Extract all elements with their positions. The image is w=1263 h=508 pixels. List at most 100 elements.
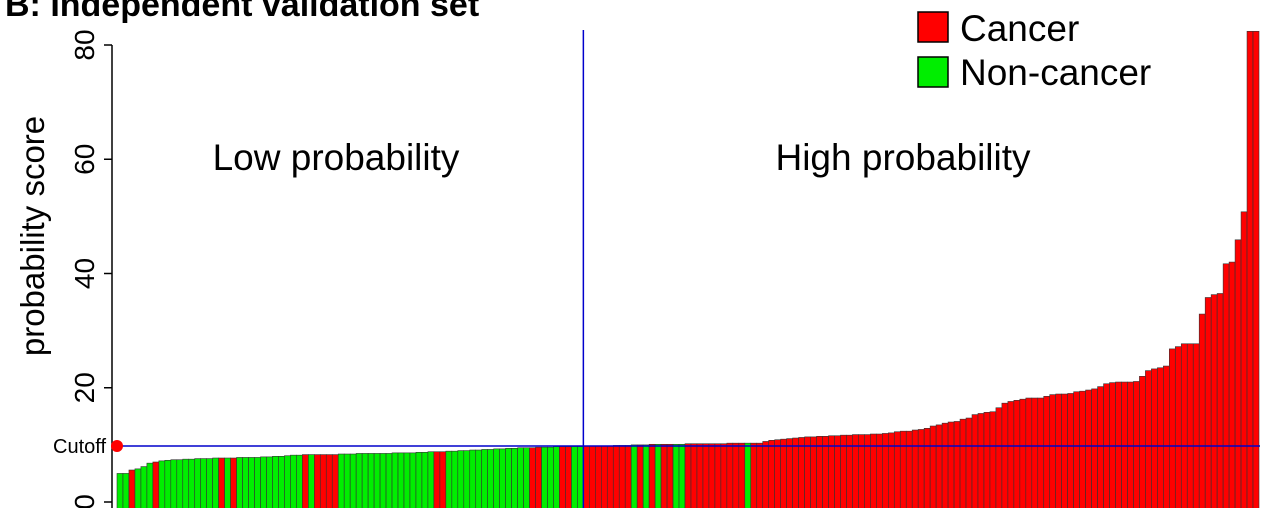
- bar-cancer: [1037, 397, 1045, 508]
- bar-cancer: [1180, 343, 1188, 508]
- bar-cancer: [1031, 397, 1039, 508]
- bar-non-cancer: [367, 453, 375, 508]
- y-tick-label: 60: [69, 144, 100, 175]
- bar-non-cancer: [409, 452, 417, 508]
- bar-cancer: [565, 446, 572, 508]
- bar-non-cancer: [403, 452, 411, 508]
- region-label-high: High probability: [775, 137, 1031, 178]
- bar-non-cancer: [451, 450, 459, 508]
- bar-cancer: [595, 445, 602, 508]
- bar-cancer: [822, 436, 829, 508]
- bar-cancer: [893, 431, 901, 508]
- bar-cancer: [583, 445, 590, 508]
- bar-cancer: [612, 445, 620, 508]
- bar-cancer: [959, 418, 967, 508]
- bar-cancer: [1169, 348, 1176, 508]
- bar-non-cancer: [541, 446, 548, 508]
- bar-cancer: [899, 430, 907, 508]
- bar-cancer: [923, 428, 931, 508]
- legend-label-non-cancer: Non-cancer: [960, 52, 1151, 93]
- bar-non-cancer: [744, 442, 752, 508]
- bar-cancer: [1007, 401, 1015, 508]
- bar-cancer: [314, 454, 321, 508]
- bar-non-cancer: [475, 449, 483, 508]
- bar-cancer: [1049, 394, 1057, 508]
- bar-cancer: [876, 433, 883, 508]
- bar-cancer: [606, 445, 614, 508]
- bar-cancer: [780, 438, 787, 508]
- bar-cancer: [439, 451, 447, 508]
- bar-cancer: [666, 443, 674, 508]
- y-axis-label: probability score: [14, 116, 51, 356]
- bar-non-cancer: [158, 460, 166, 508]
- bar-non-cancer: [469, 449, 477, 508]
- bar-cancer: [1139, 376, 1146, 508]
- bar-non-cancer: [122, 473, 130, 508]
- y-tick-label: 40: [69, 258, 100, 289]
- bar-cancer: [816, 436, 823, 508]
- bar-cancer: [1222, 263, 1230, 508]
- bar-cancer: [230, 457, 237, 508]
- bar-cancer: [1073, 391, 1080, 508]
- bar-non-cancer: [463, 450, 471, 508]
- bar-cancer: [947, 421, 955, 508]
- bar-non-cancer: [194, 458, 202, 508]
- bar-cancer: [953, 421, 961, 508]
- bar-cancer: [720, 443, 728, 508]
- bar-cancer: [331, 454, 339, 508]
- bar-non-cancer: [379, 453, 387, 508]
- bar-cancer: [714, 443, 722, 508]
- bar-non-cancer: [397, 452, 405, 508]
- y-tick-label: 80: [69, 29, 100, 60]
- bar-non-cancer: [361, 453, 369, 508]
- bar-cancer: [762, 441, 770, 508]
- bar-cancer: [1043, 396, 1051, 508]
- bar-cancer: [1228, 261, 1236, 508]
- bar-cancer: [1097, 386, 1104, 508]
- bar-non-cancer: [134, 468, 142, 508]
- y-axis: 0 20 40 60 80: [69, 29, 113, 508]
- bar-non-cancer: [164, 459, 172, 508]
- bar-non-cancer: [206, 458, 213, 508]
- bar-cancer: [870, 433, 877, 508]
- bar-cancer: [325, 454, 333, 508]
- bar-non-cancer: [236, 457, 243, 508]
- bar-cancer: [1157, 367, 1164, 508]
- bar-non-cancer: [391, 452, 399, 508]
- bar-cancer: [1151, 368, 1158, 508]
- bar-cancer: [1252, 30, 1260, 508]
- bar-non-cancer: [296, 454, 303, 508]
- bar-non-cancer: [457, 450, 465, 508]
- bar-cancer: [732, 442, 740, 508]
- bar-cancer: [917, 429, 925, 508]
- cutoff-label: Cutoff: [53, 436, 106, 458]
- bar-cancer: [218, 457, 225, 508]
- bar-cancer: [1246, 30, 1254, 508]
- bar-cancer: [660, 443, 668, 508]
- bar-non-cancer: [242, 457, 249, 508]
- bar-cancer: [559, 446, 566, 508]
- region-label-low: Low probability: [213, 137, 460, 178]
- bar-cancer: [971, 414, 979, 508]
- bar-cancer: [786, 438, 793, 508]
- bar-non-cancer: [499, 448, 506, 508]
- bar-cancer: [1085, 389, 1092, 508]
- bar-cancer: [1145, 370, 1152, 508]
- bar-non-cancer: [260, 456, 267, 508]
- bar-non-cancer: [571, 446, 578, 508]
- bar-cancer: [935, 424, 943, 508]
- bar-non-cancer: [487, 449, 494, 508]
- bar-cancer: [989, 411, 997, 508]
- bar-non-cancer: [337, 453, 345, 508]
- bar-cancer: [1019, 398, 1027, 508]
- bar-cancer: [810, 436, 817, 508]
- bar-cancer: [128, 469, 136, 508]
- bar-cancer: [529, 447, 536, 508]
- bar-cancer: [636, 444, 644, 508]
- bar-cancer: [977, 413, 985, 508]
- bar-non-cancer: [308, 454, 315, 508]
- bar-cancer: [1115, 381, 1122, 508]
- bar-cancer: [648, 443, 656, 508]
- bar-cancer: [738, 442, 746, 508]
- y-tick-label: 0: [69, 494, 100, 508]
